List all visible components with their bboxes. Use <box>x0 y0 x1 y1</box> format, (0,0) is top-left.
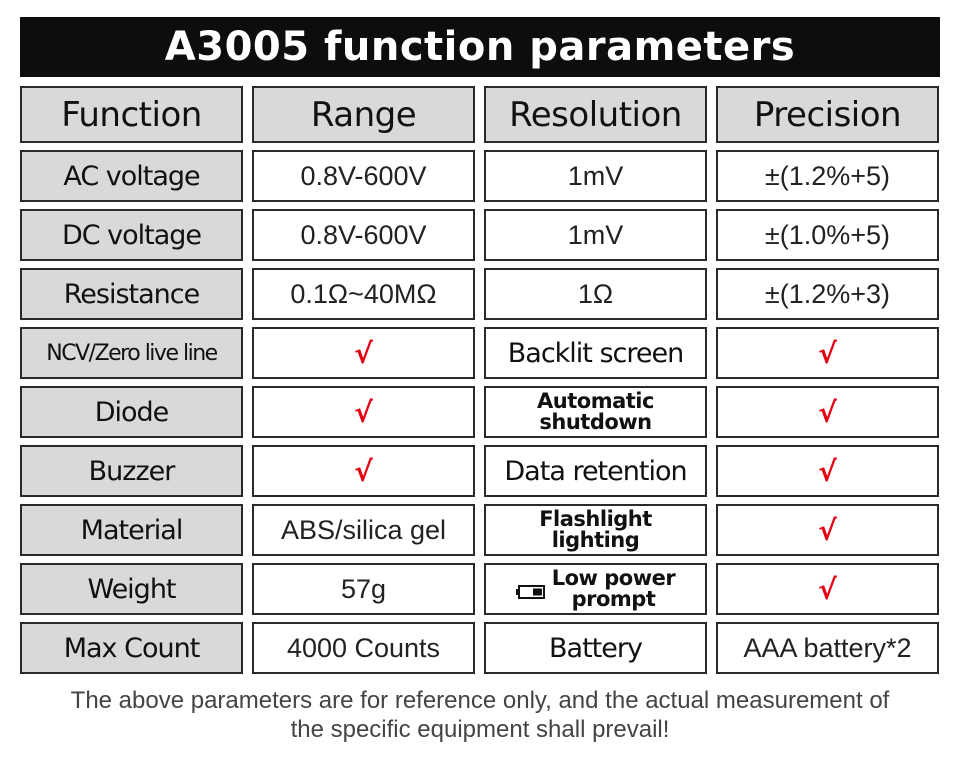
checkmark-icon: √ <box>716 563 939 615</box>
header-resolution: Resolution <box>484 86 707 143</box>
disclaimer-line: The above parameters are for reference o… <box>70 687 890 714</box>
page-title: A3005 function parameters <box>20 17 940 77</box>
row-range-value: 0.8V-600V <box>252 209 475 261</box>
checkmark-icon: √ <box>716 327 939 379</box>
row-resolution-value: 1mV <box>484 150 707 202</box>
parameters-table: Function Range Resolution Precision AC v… <box>20 86 940 674</box>
checkmark-icon: √ <box>716 504 939 556</box>
feature-label-line: Automatic <box>537 389 654 413</box>
row-precision-value: ±(1.2%+5) <box>716 150 939 202</box>
feature-value: 57g <box>252 563 475 615</box>
row-resolution-value: 1Ω <box>484 268 707 320</box>
feature-label: Buzzer <box>20 445 243 497</box>
feature-label-line: prompt <box>571 587 656 611</box>
feature-label: Material <box>20 504 243 556</box>
checkmark-icon: √ <box>252 327 475 379</box>
disclaimer-line: the specific equipment shall prevail! <box>290 716 670 743</box>
header-precision: Precision <box>716 86 939 143</box>
disclaimer-footer: The above parameters are for reference o… <box>20 686 940 744</box>
row-range-value: 0.8V-600V <box>252 150 475 202</box>
row-precision-value: ±(1.0%+5) <box>716 209 939 261</box>
row-function-label: DC voltage <box>20 209 243 261</box>
feature-label-line: lighting <box>551 528 640 552</box>
checkmark-icon: √ <box>716 386 939 438</box>
feature-label-automatic-shutdown: Automatic shutdown <box>484 386 707 438</box>
row-range-value: 0.1Ω~40MΩ <box>252 268 475 320</box>
checkmark-icon: √ <box>252 386 475 438</box>
feature-label-low-power-prompt: Low power prompt <box>484 563 707 615</box>
header-range: Range <box>252 86 475 143</box>
checkmark-icon: √ <box>252 445 475 497</box>
row-resolution-value: 1mV <box>484 209 707 261</box>
header-function: Function <box>20 86 243 143</box>
checkmark-icon: √ <box>716 445 939 497</box>
feature-value: 4000 Counts <box>252 622 475 674</box>
feature-label-line: shutdown <box>539 410 652 434</box>
row-function-label: AC voltage <box>20 150 243 202</box>
feature-label-flashlight-lighting: Flashlight lighting <box>484 504 707 556</box>
feature-value: AAA battery*2 <box>716 622 939 674</box>
feature-label: Weight <box>20 563 243 615</box>
feature-label: NCV/Zero live line <box>20 327 243 379</box>
feature-label: Diode <box>20 386 243 438</box>
feature-label: Backlit screen <box>484 327 707 379</box>
feature-label: Battery <box>484 622 707 674</box>
feature-label-line: Flashlight <box>539 507 652 531</box>
feature-label: Max Count <box>20 622 243 674</box>
feature-label: Data retention <box>484 445 707 497</box>
feature-label-line: Low power <box>551 566 676 590</box>
feature-value: ABS/silica gel <box>252 504 475 556</box>
low-battery-icon <box>515 582 546 599</box>
row-precision-value: ±(1.2%+3) <box>716 268 939 320</box>
row-function-label: Resistance <box>20 268 243 320</box>
